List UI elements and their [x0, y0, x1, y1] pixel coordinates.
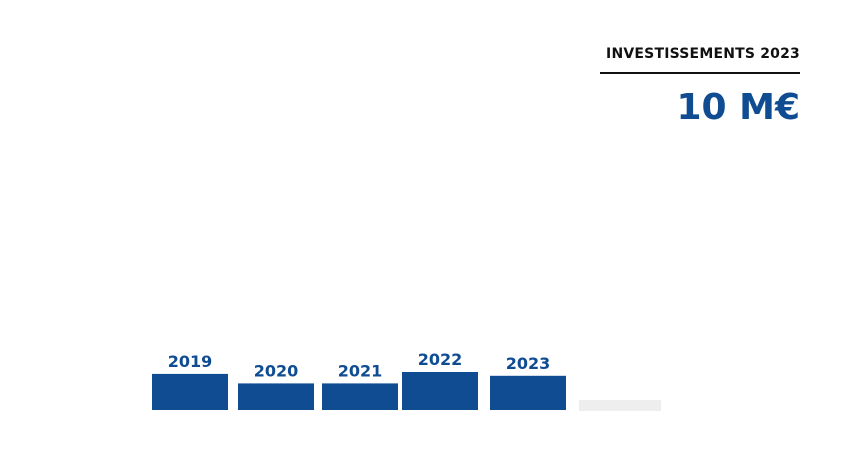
bar-2019: [152, 373, 228, 410]
kpi-panel: INVESTISSEMENTS 2023 10 M€: [600, 46, 800, 126]
year-label-2019: 2019: [168, 352, 213, 371]
year-label-2023: 2023: [506, 354, 551, 373]
bar-2022: [402, 372, 478, 410]
year-label-2020: 2020: [254, 361, 299, 380]
kpi-value: 10 M€: [676, 87, 800, 128]
bar-2021: [322, 383, 398, 410]
kpi-label: INVESTISSEMENTS 2023: [600, 46, 800, 74]
bar-2020: [238, 383, 314, 410]
year-label-2022: 2022: [418, 350, 463, 369]
year-label-2021: 2021: [338, 361, 383, 380]
bar-2023: [490, 375, 566, 410]
placeholder-bar: [579, 400, 661, 411]
